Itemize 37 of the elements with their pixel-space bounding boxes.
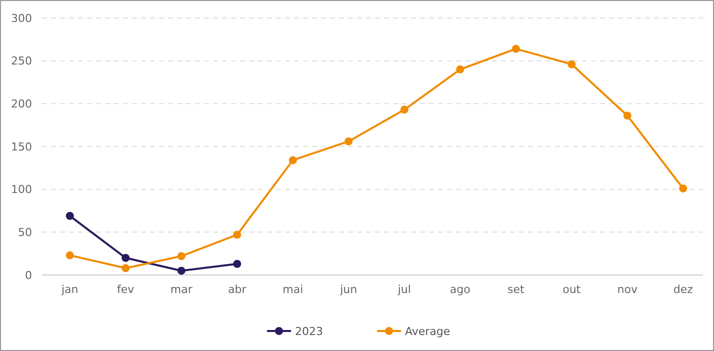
x-tick-label: set xyxy=(507,283,525,296)
point xyxy=(66,212,74,220)
x-tick-label: out xyxy=(562,283,582,296)
point xyxy=(122,254,130,262)
point xyxy=(288,156,297,164)
x-tick-label: dez xyxy=(673,283,694,296)
y-tick-label: 100 xyxy=(11,183,32,196)
x-tick-label: ago xyxy=(450,283,471,296)
point xyxy=(568,60,576,68)
point xyxy=(66,251,74,260)
y-tick-label: 0 xyxy=(25,268,32,282)
point xyxy=(233,260,242,268)
point xyxy=(233,230,242,239)
point xyxy=(623,112,632,120)
x-tick-label: mai xyxy=(282,283,304,296)
x-tick-label: jun xyxy=(339,283,358,296)
point xyxy=(456,65,464,74)
point xyxy=(177,266,186,275)
point xyxy=(400,106,408,114)
y-tick-label: 200 xyxy=(11,98,32,111)
point xyxy=(122,264,130,272)
y-tick-label: 250 xyxy=(11,54,32,68)
legend-label: 2023 xyxy=(295,324,323,338)
y-tick-label: 150 xyxy=(11,140,32,154)
x-tick-label: jul xyxy=(396,283,411,296)
x-tick-label: mar xyxy=(170,283,193,296)
x-tick-label: jan xyxy=(60,283,78,296)
point xyxy=(679,184,688,192)
x-tick-label: fev xyxy=(117,283,135,296)
point xyxy=(344,137,353,146)
point xyxy=(512,44,520,53)
x-tick-label: nov xyxy=(617,283,638,296)
legend-label: Average xyxy=(405,324,450,338)
y-tick-label: 50 xyxy=(18,226,32,240)
point xyxy=(177,252,186,260)
x-tick-label: abr xyxy=(228,283,247,296)
y-tick-label: 300 xyxy=(11,12,32,25)
